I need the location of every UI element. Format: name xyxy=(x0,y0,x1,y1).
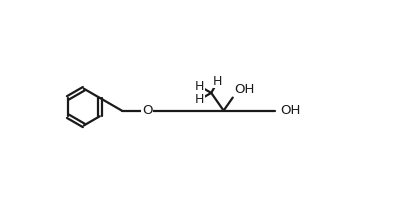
Text: O: O xyxy=(142,104,152,117)
Text: H: H xyxy=(195,80,204,93)
Text: OH: OH xyxy=(235,83,255,96)
Text: OH: OH xyxy=(280,104,300,117)
Text: H: H xyxy=(195,93,204,106)
Text: H: H xyxy=(213,75,223,88)
